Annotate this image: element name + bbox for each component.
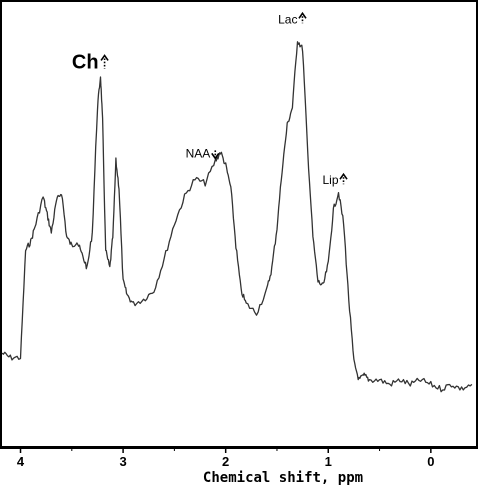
up-arrow-icon — [100, 54, 109, 69]
x-tick-label: 4 — [17, 454, 25, 469]
plot-frame — [0, 0, 478, 449]
peak-label: NAA — [186, 146, 211, 160]
x-axis-label: Chemical shift, ppm — [203, 470, 363, 486]
x-tick-label: 3 — [119, 454, 126, 469]
x-tick-label: 0 — [427, 454, 434, 469]
spectrum-layer — [1, 41, 473, 393]
peak-label: Ch — [72, 51, 99, 73]
down-arrow-icon — [211, 150, 220, 160]
x-tick-label: 1 — [325, 454, 332, 469]
up-arrow-icon — [339, 172, 348, 185]
peak-label: Lac — [278, 12, 297, 26]
x-axis: 4 3 2 1 0 — [0, 446, 477, 469]
spectrum-line — [1, 41, 473, 393]
peak-label: Lip — [323, 173, 339, 187]
annotation-layer: Ch NAA Lac Lip — [72, 11, 348, 187]
up-arrow-icon — [298, 11, 307, 24]
x-tick-label: 2 — [222, 454, 229, 469]
